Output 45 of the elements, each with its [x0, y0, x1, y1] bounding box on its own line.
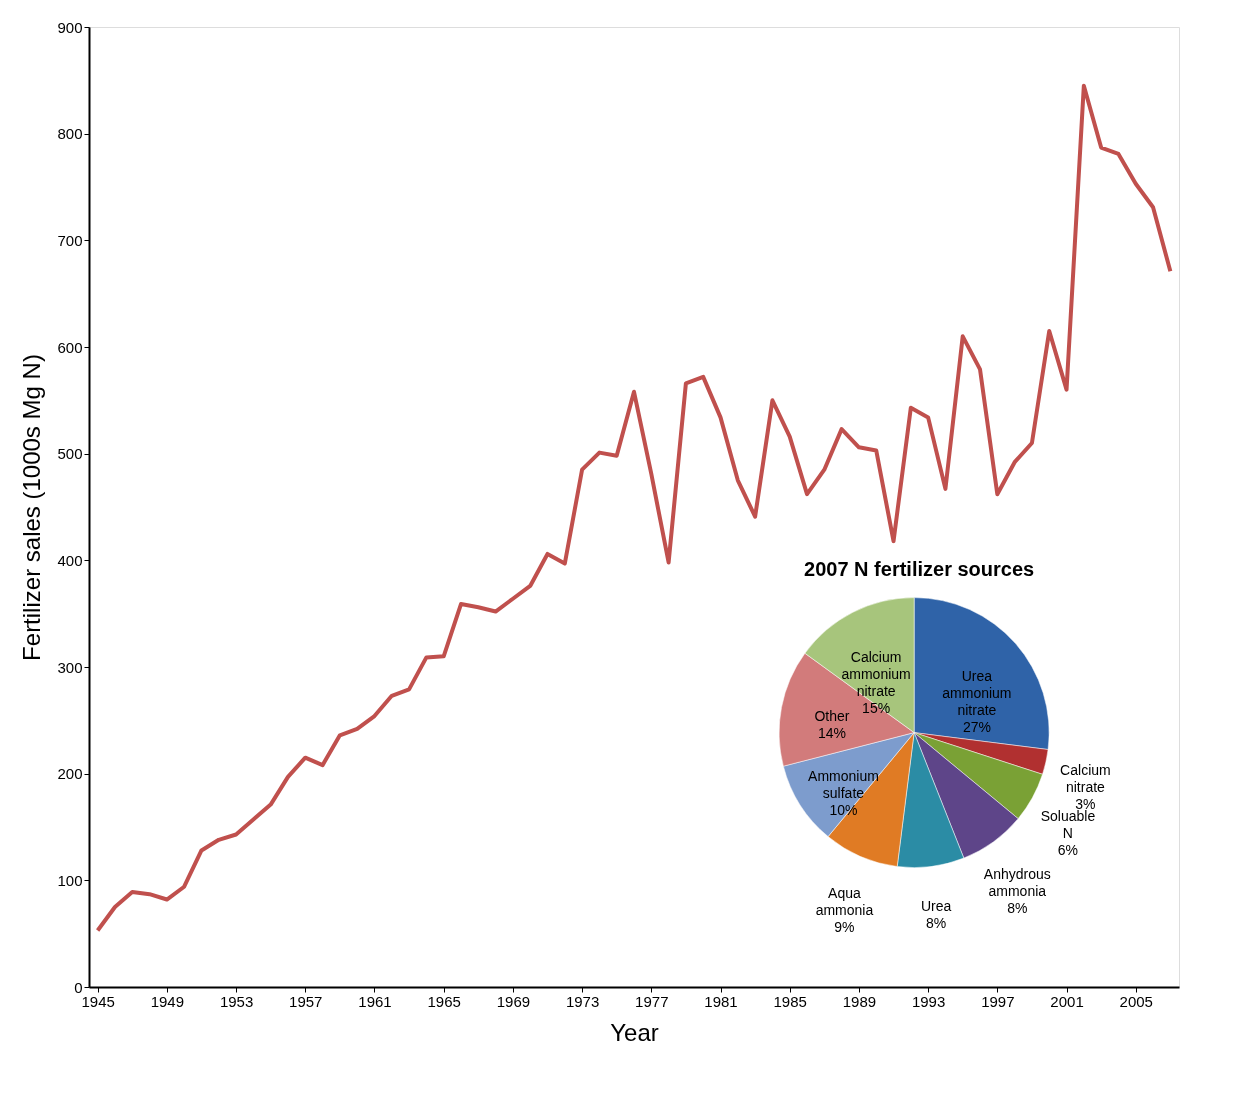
slice-label: Ammonium sulfate — [808, 768, 879, 802]
x-tick-label: 1945 — [81, 992, 115, 1010]
y-tick-label: 400 — [57, 551, 83, 569]
x-tick-label: 1949 — [150, 992, 185, 1010]
slice-label: Aqua ammonia — [815, 884, 874, 918]
y-tick-label: 100 — [57, 871, 83, 889]
x-tick-label: 1977 — [635, 992, 669, 1010]
x-tick-label: 1961 — [358, 992, 392, 1010]
data-label: 15% — [862, 700, 891, 717]
x-tick-label: 1969 — [496, 992, 531, 1010]
x-tick-label: 1981 — [704, 992, 738, 1010]
x-tick-label: 1993 — [911, 992, 946, 1010]
x-tick-label: 1997 — [981, 992, 1015, 1010]
data-label: 14% — [817, 724, 846, 741]
y-tick-label: 500 — [57, 445, 83, 463]
data-label: 8% — [926, 914, 947, 931]
slice-label: Urea ammonium nitrate — [942, 668, 1012, 719]
slice-label: Calcium ammonium nitrate — [841, 649, 911, 700]
data-label: 9% — [834, 918, 855, 935]
y-tick-label: 800 — [57, 125, 83, 143]
slice-label: Other — [814, 707, 850, 724]
y-tick-label: 0 — [74, 978, 83, 996]
x-axis-title: Year — [610, 1018, 659, 1046]
y-tick-label: 900 — [57, 18, 83, 36]
y-tick-label: 600 — [57, 338, 83, 356]
x-tick-label: 2005 — [1119, 992, 1153, 1010]
y-axis-title: Fertilizer sales (1000s Mg N) — [18, 354, 46, 661]
chart-title: 2007 N fertilizer sources — [804, 557, 1035, 580]
y-tick-label: 700 — [57, 231, 83, 249]
x-tick-label: 1965 — [427, 992, 461, 1010]
x-tick-label: 1985 — [773, 992, 807, 1010]
y-tick-label: 300 — [57, 658, 83, 676]
slice-label: Calcium nitrate — [1060, 761, 1111, 795]
y-tick-label: 200 — [57, 765, 83, 783]
x-tick-label: 2001 — [1050, 992, 1084, 1010]
line-series — [95, 83, 1173, 933]
x-tick-label: 1953 — [219, 992, 254, 1010]
slice-label: Anhydrous ammonia — [983, 865, 1051, 899]
x-tick-label: 1973 — [565, 992, 600, 1010]
slice-label: Urea — [920, 897, 952, 914]
x-tick-label: 1957 — [289, 992, 323, 1010]
data-label: 8% — [1007, 899, 1028, 916]
data-label: 6% — [1057, 842, 1079, 859]
x-tick-label: 1989 — [842, 992, 877, 1010]
data-label: 27% — [962, 719, 991, 736]
